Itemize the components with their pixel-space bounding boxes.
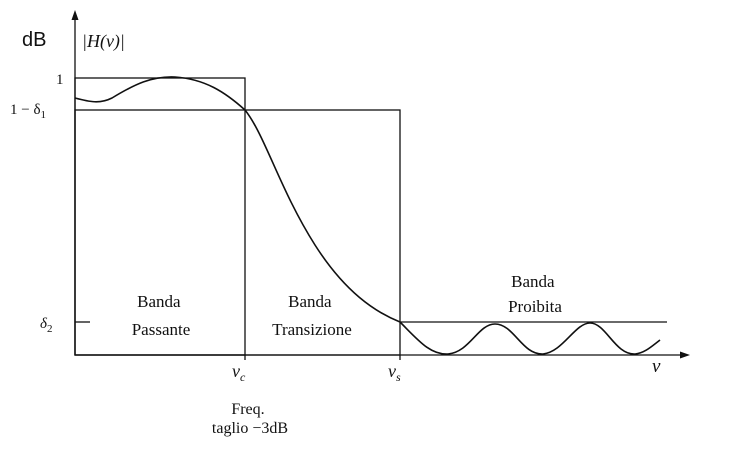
y-axis-arrow: [71, 10, 79, 20]
magnitude-response-curve: [74, 76, 661, 355]
y-tick-one-minus-delta1: 1 − δ1: [10, 102, 46, 121]
y-tick-delta2: δ2: [40, 316, 52, 335]
transition-box: [74, 109, 401, 356]
cutoff-note: Freq. taglio −3dB: [212, 401, 288, 437]
stopband-label: Banda Proibita: [508, 272, 562, 316]
x-axis-arrow: [680, 351, 690, 359]
passband-box: [74, 77, 246, 356]
x-tick-nu-c: νc: [232, 361, 246, 384]
transition-label: Banda Transizione: [272, 292, 352, 339]
y-axis-label: |H(ν)|: [82, 31, 125, 52]
x-tick-nu-s: νs: [388, 361, 401, 384]
y-tick-one: 1: [56, 72, 64, 88]
unit-label: dB: [22, 29, 46, 51]
passband-label: Banda Passante: [132, 292, 191, 339]
x-axis-label: ν: [652, 356, 661, 377]
